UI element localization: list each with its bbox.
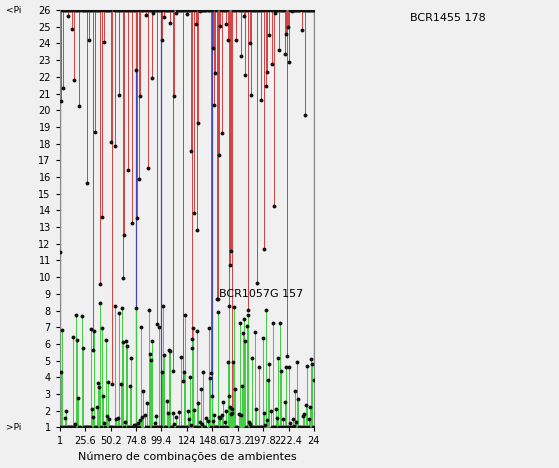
- X-axis label: Número de combinações de ambientes: Número de combinações de ambientes: [78, 452, 296, 462]
- Text: BCR1455 178: BCR1455 178: [410, 14, 486, 23]
- Text: BCR1057G 157: BCR1057G 157: [219, 289, 303, 299]
- Text: >Pi: >Pi: [6, 423, 21, 432]
- Text: <Pi: <Pi: [6, 6, 21, 15]
